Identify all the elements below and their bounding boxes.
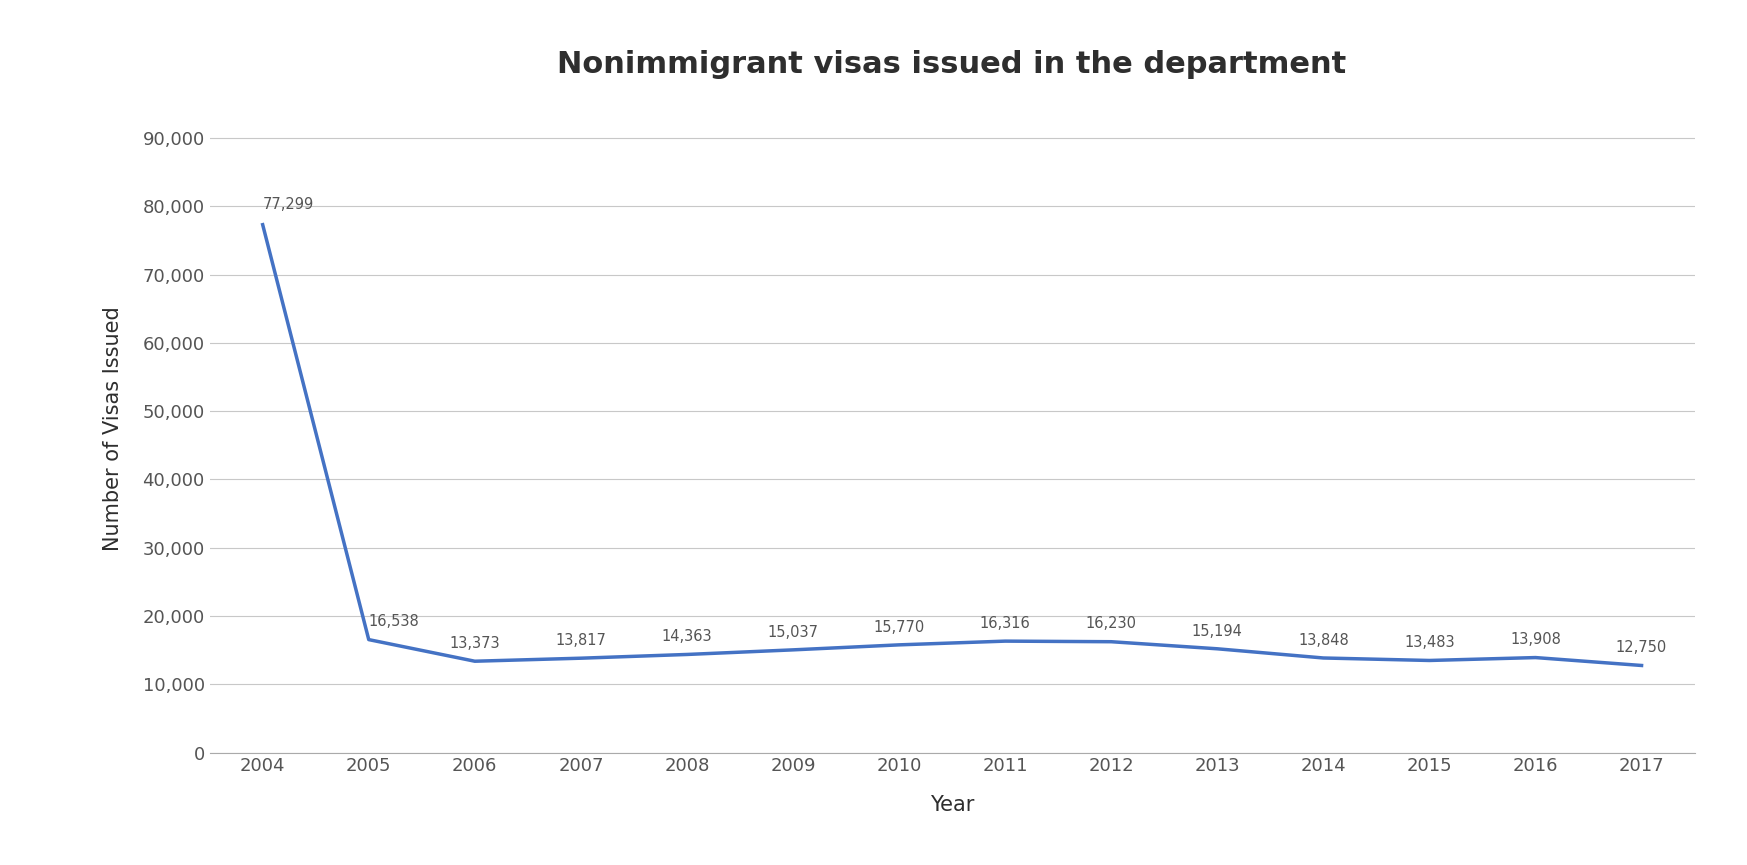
- Text: 77,299: 77,299: [262, 197, 314, 213]
- Text: 13,848: 13,848: [1298, 632, 1349, 648]
- Text: 13,817: 13,817: [556, 633, 606, 648]
- Text: 12,750: 12,750: [1616, 640, 1667, 656]
- Text: 15,770: 15,770: [874, 619, 924, 635]
- Text: 15,037: 15,037: [767, 625, 819, 639]
- Y-axis label: Number of Visas Issued: Number of Visas Issued: [103, 306, 122, 550]
- Text: 16,230: 16,230: [1085, 617, 1137, 631]
- Text: 13,373: 13,373: [449, 636, 500, 651]
- Text: 16,316: 16,316: [980, 616, 1031, 631]
- X-axis label: Year: Year: [929, 795, 975, 815]
- Text: 15,194: 15,194: [1191, 624, 1242, 638]
- Text: 14,363: 14,363: [662, 629, 713, 644]
- Title: Nonimmigrant visas issued in the department: Nonimmigrant visas issued in the departm…: [557, 50, 1347, 80]
- Text: 16,538: 16,538: [369, 614, 419, 630]
- Text: 13,483: 13,483: [1405, 635, 1455, 650]
- Text: 13,908: 13,908: [1509, 632, 1560, 647]
